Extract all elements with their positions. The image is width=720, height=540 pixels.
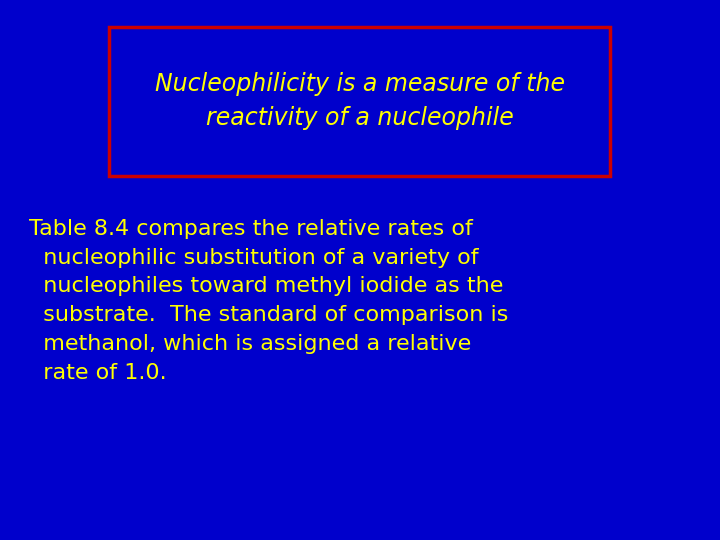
FancyBboxPatch shape <box>109 27 610 176</box>
Text: Table 8.4 compares the relative rates of
  nucleophilic substitution of a variet: Table 8.4 compares the relative rates of… <box>29 219 508 383</box>
Text: Nucleophilicity is a measure of the
reactivity of a nucleophile: Nucleophilicity is a measure of the reac… <box>155 72 564 130</box>
